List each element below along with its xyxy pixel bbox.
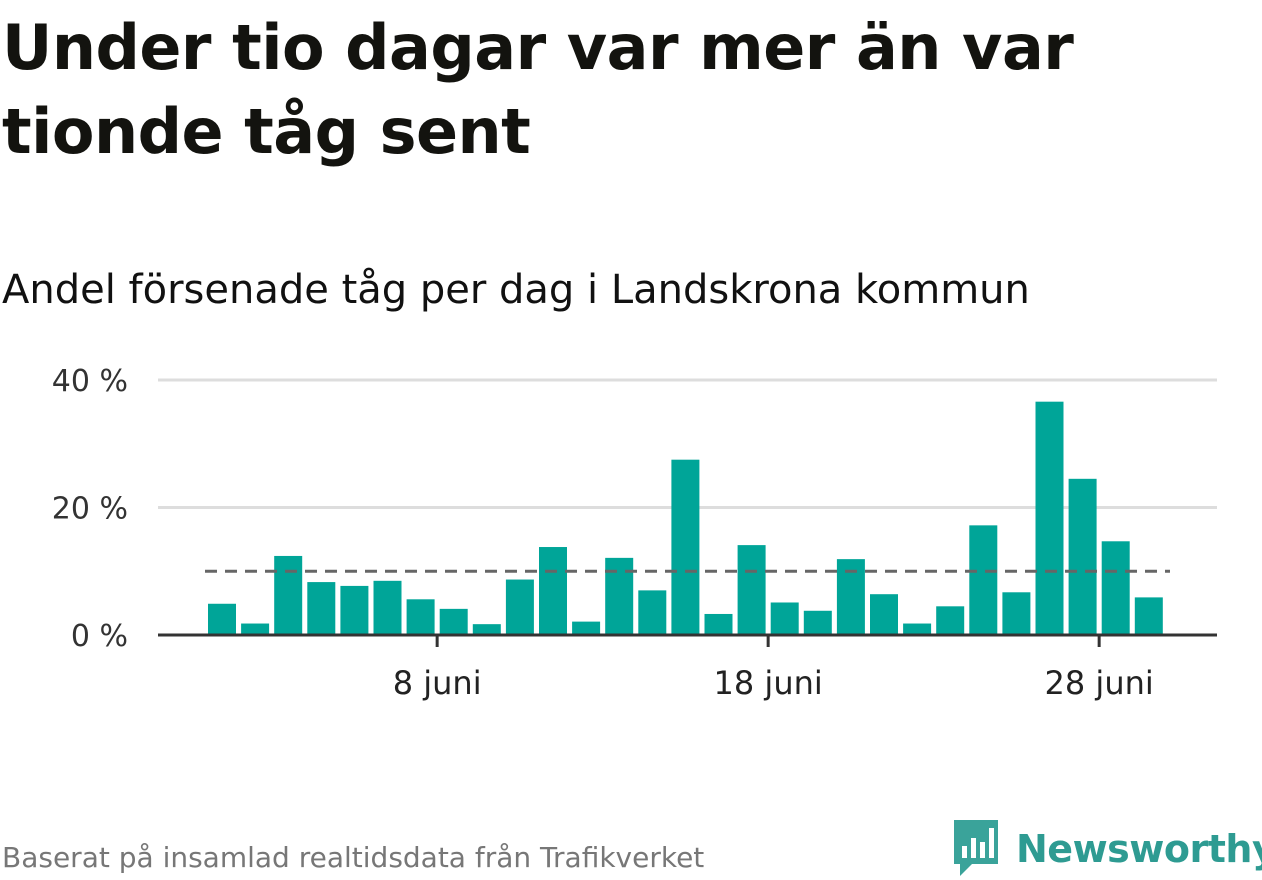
bar xyxy=(803,610,832,635)
bar xyxy=(572,621,601,635)
bar xyxy=(969,525,998,635)
bar xyxy=(1002,592,1031,635)
bar xyxy=(770,602,799,635)
brand-logo: Newsworthy xyxy=(950,818,1262,880)
bar xyxy=(373,580,402,635)
bar xyxy=(208,603,236,635)
bar xyxy=(406,599,435,635)
bar xyxy=(1134,597,1163,635)
bar xyxy=(605,557,634,635)
bar xyxy=(472,624,501,635)
source-note: Baserat på insamlad realtidsdata från Tr… xyxy=(2,841,705,874)
bar xyxy=(903,623,932,635)
bar xyxy=(539,547,567,635)
y-tick-label: 40 % xyxy=(52,364,128,399)
bar xyxy=(704,613,733,635)
bar xyxy=(671,459,700,635)
bar xyxy=(1035,401,1064,635)
x-tick-label: 18 juni xyxy=(714,664,823,702)
y-axis-ticks: 0 % 20 % 40 % xyxy=(52,364,128,654)
y-tick-label: 20 % xyxy=(52,492,128,527)
chart-subtitle: Andel försenade tåg per dag i Landskrona… xyxy=(2,267,1030,313)
bar xyxy=(870,594,898,635)
brand-name: Newsworthy xyxy=(1016,827,1262,871)
bar xyxy=(737,545,766,635)
x-tick-label: 28 juni xyxy=(1045,664,1154,702)
bar xyxy=(1068,478,1097,635)
bar xyxy=(638,590,667,635)
bars xyxy=(208,401,1163,635)
bar xyxy=(241,623,270,635)
bar-chart: 0 % 20 % 40 % 8 juni 18 juni 28 juni xyxy=(52,364,1217,702)
y-tick-label: 0 % xyxy=(71,619,128,654)
chart-title: Under tio dagar var mer än var tionde tå… xyxy=(2,11,1074,168)
bar xyxy=(505,579,534,635)
newsworthy-logo-icon xyxy=(954,820,998,876)
x-axis-ticks: 8 juni 18 juni 28 juni xyxy=(393,635,1154,702)
bar xyxy=(307,582,336,635)
x-tick-label: 8 juni xyxy=(393,664,482,702)
bar xyxy=(340,585,369,635)
bar xyxy=(1101,541,1130,635)
bar xyxy=(439,608,468,635)
bar xyxy=(274,555,303,635)
bar xyxy=(936,606,965,635)
